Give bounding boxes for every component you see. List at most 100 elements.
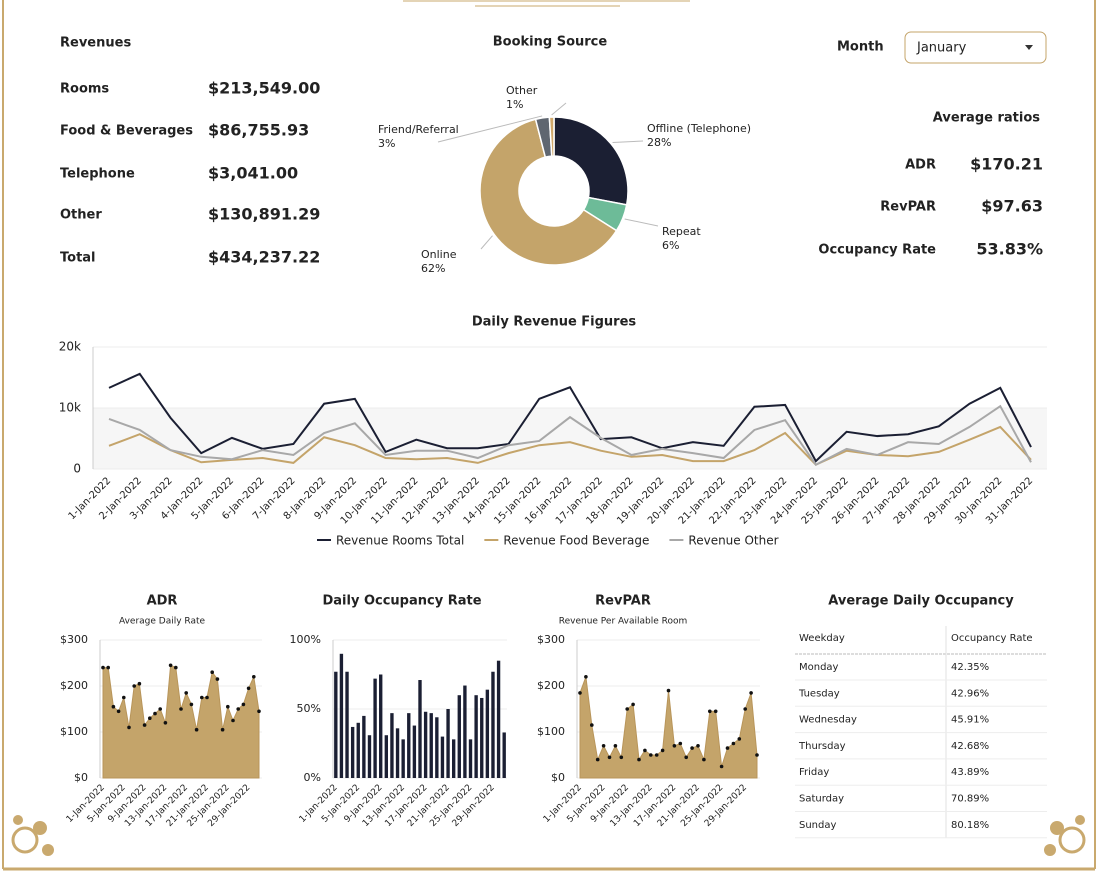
point — [725, 746, 730, 750]
table-cell: Wednesday — [799, 715, 857, 726]
bar — [463, 685, 467, 778]
point — [111, 704, 116, 709]
bar — [451, 739, 456, 778]
slice-value: 3% — [378, 137, 395, 150]
point — [236, 707, 240, 711]
point — [246, 686, 251, 691]
table-cell: Thursday — [798, 741, 846, 752]
ornament-swirl — [1058, 826, 1086, 854]
point — [713, 709, 718, 714]
point — [702, 757, 706, 762]
leader-line — [612, 140, 644, 144]
chart-title: ADR — [147, 594, 178, 609]
revenue-value: $213,549.00 — [208, 79, 320, 98]
point — [179, 707, 183, 711]
point — [607, 755, 612, 760]
bar — [474, 695, 478, 778]
point — [731, 741, 736, 746]
leader-line — [437, 115, 543, 143]
bar — [339, 653, 344, 778]
point — [241, 702, 246, 707]
filter-label: Month — [837, 40, 884, 55]
bar — [401, 739, 405, 778]
revenue-value: $3,041.00 — [208, 164, 298, 183]
y-tick-label: $300 — [60, 633, 88, 646]
point — [220, 727, 225, 732]
point — [672, 744, 677, 748]
bar — [485, 689, 490, 778]
point — [696, 744, 700, 748]
bar — [440, 736, 445, 778]
dropdown-box[interactable] — [904, 31, 1047, 64]
point — [625, 707, 629, 711]
point — [584, 675, 588, 679]
ratio-value: $170.21 — [970, 155, 1043, 174]
y-tick-label: 0 — [73, 462, 81, 476]
bar — [379, 674, 383, 778]
dropdown-value[interactable]: January — [916, 41, 967, 56]
chart-title: RevPAR — [595, 594, 651, 609]
point — [708, 709, 712, 714]
point — [158, 707, 162, 711]
chart-title: Daily Occupancy Rate — [322, 594, 481, 609]
point — [153, 711, 157, 716]
revenue-label: Rooms — [60, 82, 109, 97]
month-dropdown[interactable]: January — [904, 31, 1047, 64]
section-title: Average ratios — [933, 111, 1041, 126]
y-tick-label: 0% — [304, 771, 321, 784]
ornament-leaf — [13, 815, 23, 825]
point — [194, 727, 199, 732]
point — [106, 665, 110, 670]
bar — [345, 671, 349, 778]
point — [613, 744, 618, 748]
point — [116, 709, 121, 714]
dropdown-caret[interactable] — [1025, 45, 1033, 50]
point — [678, 741, 683, 746]
table-header: Occupancy Rate — [951, 633, 1033, 644]
table-cell: 42.35% — [951, 662, 989, 673]
revenue-value: $130,891.29 — [208, 205, 320, 224]
y-tick-label: $100 — [60, 725, 88, 738]
bar — [407, 713, 411, 778]
slice-value: 62% — [421, 262, 445, 275]
table-cell: 45.91% — [951, 715, 989, 726]
chart-title: Booking Source — [493, 35, 608, 50]
table-cell: Monday — [799, 662, 839, 673]
point — [127, 725, 131, 730]
point — [226, 704, 230, 709]
bar — [423, 711, 428, 778]
point — [631, 702, 635, 707]
table-cell: Friday — [799, 767, 829, 778]
bar — [502, 732, 506, 778]
pie-slice — [553, 116, 629, 206]
revenue-label: Other — [60, 208, 102, 223]
area — [579, 676, 758, 779]
y-tick-label: 20k — [59, 340, 81, 354]
point — [163, 721, 168, 725]
bar — [446, 709, 450, 778]
pie-slice — [548, 116, 555, 157]
y-tick-label: $0 — [74, 771, 88, 784]
ratio-label: ADR — [905, 158, 936, 173]
table-cell: Tuesday — [798, 688, 840, 699]
point — [690, 746, 694, 750]
point — [210, 670, 214, 674]
leader-line — [624, 218, 659, 227]
point — [643, 748, 647, 753]
point — [142, 723, 147, 727]
table-cell: Saturday — [799, 794, 844, 805]
point — [666, 688, 671, 693]
slice-value: 6% — [662, 239, 679, 252]
point — [737, 737, 742, 741]
slice-label: Repeat — [662, 225, 701, 238]
bar — [373, 678, 377, 778]
point — [595, 757, 600, 762]
legend-label: Revenue Other — [688, 534, 778, 548]
line-series — [108, 404, 1032, 467]
revenue-value: $434,237.22 — [208, 248, 320, 267]
ornament-leaf — [1075, 815, 1085, 825]
table-title: Average Daily Occupancy — [828, 594, 1014, 609]
table-cell: 70.89% — [951, 794, 989, 805]
